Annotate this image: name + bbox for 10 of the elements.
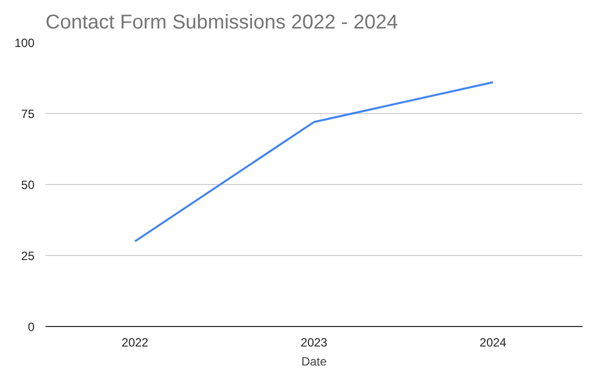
chart-title: Contact Form Submissions 2022 - 2024 [46, 12, 398, 34]
y-tick-label: 25 [21, 249, 35, 263]
x-axis-title: Date [301, 354, 327, 368]
y-tick-label: 50 [21, 178, 35, 192]
y-tick-label: 75 [21, 107, 35, 121]
x-tick-label: 2024 [480, 336, 507, 350]
y-tick-label: 0 [28, 320, 35, 334]
x-tick-label: 2023 [300, 336, 328, 350]
x-tick-label: 2022 [122, 336, 149, 350]
y-tick-label: 100 [14, 36, 35, 50]
